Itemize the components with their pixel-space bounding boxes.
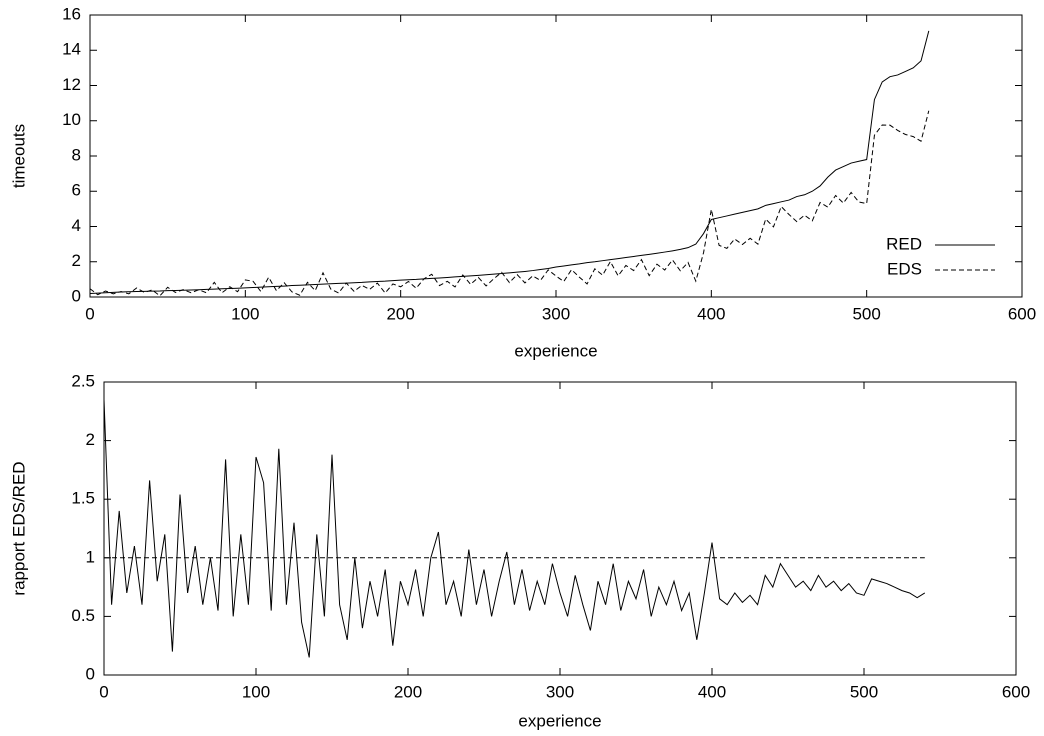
y-tick-label: 1.5 xyxy=(71,489,95,508)
x-tick-label: 200 xyxy=(386,304,414,323)
x-tick-label: 0 xyxy=(85,304,94,323)
x-tick-label: 400 xyxy=(698,682,726,701)
data-line xyxy=(89,30,930,294)
y-tick-label: 12 xyxy=(62,75,81,94)
x-tick-label: 300 xyxy=(542,304,570,323)
y-tick-label: 2 xyxy=(72,251,81,270)
y-tick-label: 10 xyxy=(62,110,81,129)
legend-label: RED xyxy=(886,234,922,253)
y-tick-label: 0 xyxy=(86,664,95,683)
y-tick-label: 14 xyxy=(62,40,81,59)
y-tick-label: 0 xyxy=(72,286,81,305)
x-tick-label: 200 xyxy=(394,682,422,701)
y-axis-label: timeouts xyxy=(9,124,28,188)
y-tick-label: 8 xyxy=(72,145,81,164)
x-tick-label: 600 xyxy=(1002,682,1030,701)
x-tick-label: 500 xyxy=(852,304,880,323)
y-tick-label: 4 xyxy=(72,216,81,235)
y-tick-label: 0.5 xyxy=(71,606,95,625)
x-tick-label: 0 xyxy=(99,682,108,701)
plot-frame xyxy=(89,14,1023,298)
plot-frame xyxy=(103,381,1017,676)
x-axis-label: experience xyxy=(514,341,597,360)
x-tick-label: 400 xyxy=(697,304,725,323)
y-axis-label: rapport EDS/RED xyxy=(9,461,28,595)
data-line xyxy=(89,110,930,297)
x-tick-label: 100 xyxy=(242,682,270,701)
x-tick-label: 100 xyxy=(231,304,259,323)
x-tick-label: 600 xyxy=(1008,304,1036,323)
x-axis-label: experience xyxy=(518,711,601,730)
data-line xyxy=(103,399,926,658)
x-tick-label: 300 xyxy=(546,682,574,701)
y-tick-label: 2 xyxy=(86,430,95,449)
y-tick-label: 2.5 xyxy=(71,371,95,390)
legend-label: EDS xyxy=(887,259,922,278)
x-tick-label: 500 xyxy=(850,682,878,701)
y-tick-label: 1 xyxy=(86,547,95,566)
y-tick-label: 16 xyxy=(62,4,81,23)
y-tick-label: 6 xyxy=(72,181,81,200)
